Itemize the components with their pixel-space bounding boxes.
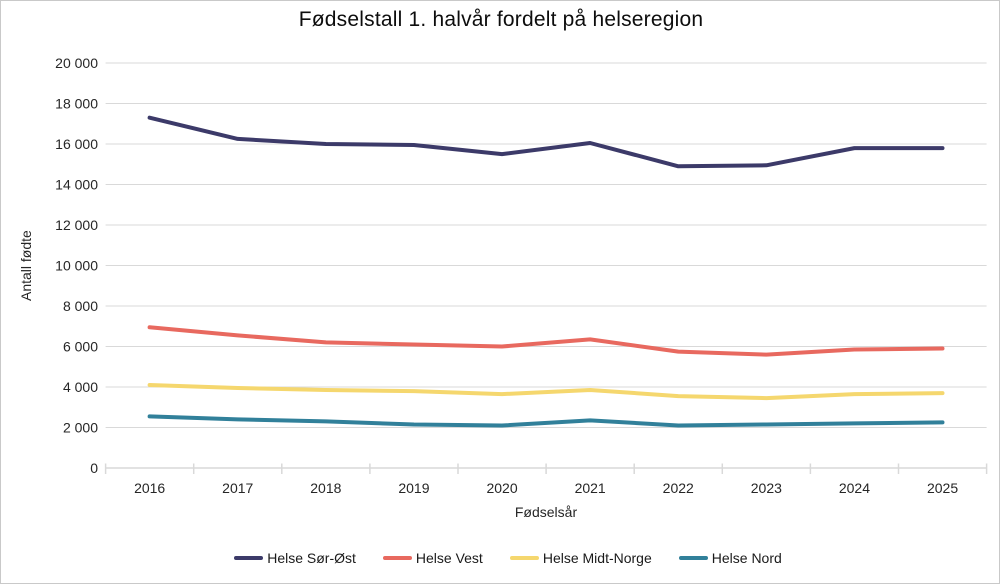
y-tick-label: 20 000: [55, 55, 98, 71]
x-tick-label: 2016: [134, 480, 165, 496]
x-tick-label: 2021: [575, 480, 606, 496]
legend-swatch-icon: [234, 556, 264, 560]
legend-item: Helse Midt-Norge: [509, 550, 652, 566]
series-line-helse-s-r-st: [147, 115, 945, 169]
legend: Helse Sør-Øst Helse Vest Helse Midt-Norge H…: [8, 550, 999, 566]
chart-title: Fødselstall 1. halvår fordelt på helsere…: [298, 8, 704, 31]
x-tick-label: 2019: [398, 480, 429, 496]
y-tick-label: 12 000: [55, 217, 98, 233]
x-tick-label: 2020: [486, 480, 517, 496]
y-tick-label: 10 000: [55, 258, 98, 274]
legend-item: Helse Sør-Øst: [234, 550, 356, 566]
legend-swatch-icon: [678, 556, 708, 560]
x-tick-label: 2025: [927, 480, 958, 496]
y-tick-label: 14 000: [55, 177, 98, 193]
x-tick-label: 2017: [222, 480, 253, 496]
y-tick-label: 0: [90, 460, 98, 476]
x-tick-label: 2022: [663, 480, 694, 496]
y-tick-label: 4 000: [63, 379, 98, 395]
y-tick-label: 8 000: [63, 298, 98, 314]
legend-swatch-icon: [382, 556, 412, 560]
legend-item: Helse Vest: [382, 550, 483, 566]
y-tick-label: 16 000: [55, 136, 98, 152]
legend-label: Helse Nord: [711, 550, 782, 566]
series-line-helse-nord: [147, 414, 945, 428]
x-tick-label: 2024: [839, 480, 870, 496]
y-tick-label: 2 000: [63, 420, 98, 436]
legend-label: Helse Sør-Øst: [267, 550, 356, 566]
x-tick-label: 2018: [310, 480, 341, 496]
series-line-helse-vest: [147, 325, 945, 357]
legend-swatch-icon: [509, 556, 539, 560]
series-line-helse-midt-norge: [147, 383, 945, 401]
legend-item: Helse Nord: [678, 550, 782, 566]
y-axis-title: Antall fødte: [18, 230, 34, 301]
x-axis-title: Fødselsår: [514, 504, 578, 520]
y-tick-label: 18 000: [55, 96, 98, 112]
legend-label: Helse Vest: [415, 550, 483, 566]
y-tick-label: 6 000: [63, 339, 98, 355]
x-tick-label: 2023: [751, 480, 782, 496]
legend-label: Helse Midt-Norge: [542, 550, 652, 566]
